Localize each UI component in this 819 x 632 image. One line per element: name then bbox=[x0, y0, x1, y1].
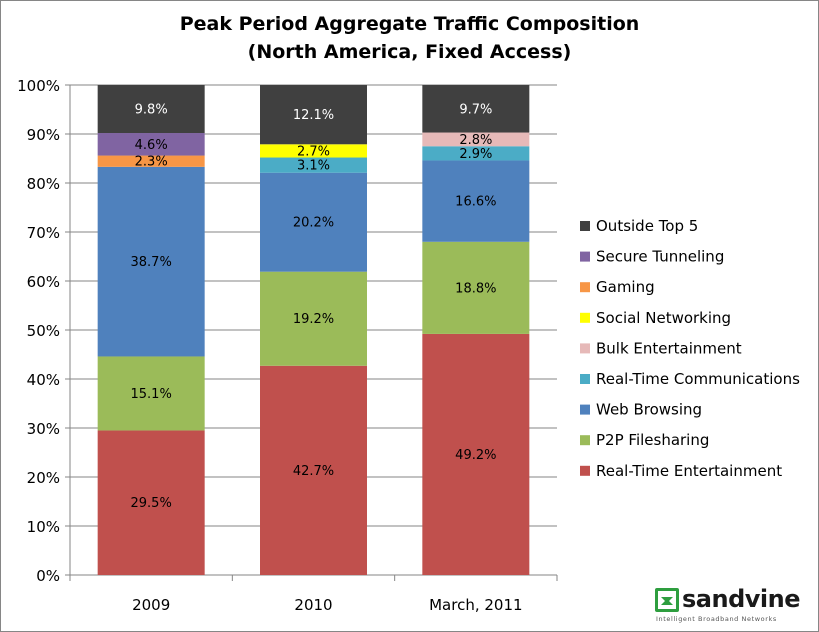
legend-label-gaming: Gaming bbox=[596, 278, 655, 296]
legend-label-secure-tunneling: Secure Tunneling bbox=[596, 248, 724, 266]
y-tick-label: 30% bbox=[27, 420, 60, 438]
bar-web-browsing-2010 bbox=[260, 172, 367, 272]
data-label: 38.7% bbox=[131, 255, 172, 270]
y-tick-label: 0% bbox=[36, 567, 60, 585]
y-tick-label: 90% bbox=[27, 126, 60, 144]
legend-swatch-gaming bbox=[580, 282, 590, 293]
legend-label-real-time-communications: Real-Time Communications bbox=[596, 370, 800, 388]
bar-gaming-2009 bbox=[97, 155, 205, 167]
bar-real-time-entertainment-march-2011 bbox=[422, 333, 530, 575]
data-label: 16.6% bbox=[455, 195, 496, 210]
data-label: 2.3% bbox=[135, 155, 168, 170]
legend-label-real-time-entertainment: Real-Time Entertainment bbox=[596, 462, 782, 480]
bar-real-time-communications-2010 bbox=[260, 157, 367, 173]
data-label: 9.7% bbox=[459, 102, 492, 117]
bar-p2p-filesharing-2010 bbox=[260, 271, 367, 366]
data-label: 42.7% bbox=[293, 464, 334, 479]
legend-swatch-p2p-filesharing bbox=[580, 435, 590, 446]
legend-swatch-real-time-entertainment bbox=[580, 465, 590, 476]
bar-bulk-entertainment-march-2011 bbox=[422, 132, 530, 147]
data-label: 4.6% bbox=[135, 138, 168, 153]
chart-subtitle: (North America, Fixed Access) bbox=[247, 41, 572, 63]
legend-swatch-secure-tunneling bbox=[580, 251, 590, 262]
data-label: 2.9% bbox=[459, 147, 492, 162]
legend-swatch-real-time-communications bbox=[580, 374, 590, 384]
data-label: 2.8% bbox=[459, 133, 492, 148]
data-label: 2.7% bbox=[297, 144, 330, 159]
bar-p2p-filesharing-2009 bbox=[97, 356, 205, 431]
legend-swatch-social-networking bbox=[580, 312, 590, 323]
y-tick-label: 60% bbox=[27, 273, 60, 291]
chart-title-block: Peak Period Aggregate Traffic Compositio… bbox=[0, 10, 819, 66]
y-tick-label: 80% bbox=[27, 175, 60, 193]
y-tick-label: 10% bbox=[27, 518, 60, 536]
bar-secure-tunneling-2009 bbox=[97, 133, 205, 156]
y-tick-label: 50% bbox=[27, 322, 60, 340]
bar-p2p-filesharing-march-2011 bbox=[422, 241, 530, 334]
x-tick-label: 2009 bbox=[132, 596, 170, 614]
legend-swatch-web-browsing bbox=[580, 404, 590, 415]
bar-web-browsing-2009 bbox=[97, 166, 205, 357]
logo-tagline: Intelligent Broadband Networks bbox=[656, 615, 777, 623]
bar-web-browsing-march-2011 bbox=[422, 160, 530, 242]
data-label: 15.1% bbox=[131, 387, 172, 402]
y-tick-label: 40% bbox=[27, 371, 60, 389]
bar-social-networking-2010 bbox=[260, 144, 367, 158]
legend-label-social-networking: Social Networking bbox=[596, 309, 731, 327]
y-tick-label: 100% bbox=[17, 77, 60, 95]
bar-real-time-communications-march-2011 bbox=[422, 146, 530, 161]
data-label: 3.1% bbox=[297, 159, 330, 174]
bar-outside-top-5-2009 bbox=[97, 85, 205, 134]
legend-label-p2p-filesharing: P2P Filesharing bbox=[596, 431, 709, 449]
data-label: 18.8% bbox=[455, 281, 496, 296]
logo-wordmark: sandvine bbox=[682, 585, 800, 613]
bar-outside-top-5-2010 bbox=[260, 85, 367, 145]
legend-label-web-browsing: Web Browsing bbox=[596, 401, 702, 419]
data-label: 19.2% bbox=[293, 312, 334, 327]
bar-outside-top-5-march-2011 bbox=[422, 85, 530, 133]
data-label: 20.2% bbox=[293, 216, 334, 231]
data-label: 49.2% bbox=[455, 448, 496, 463]
y-tick-label: 20% bbox=[27, 469, 60, 487]
sandvine-mark-icon bbox=[655, 588, 679, 612]
legend-label-bulk-entertainment: Bulk Entertainment bbox=[596, 339, 742, 357]
x-tick-label: March, 2011 bbox=[429, 596, 522, 614]
sandvine-logo: sandvine Intelligent Broadband Networks bbox=[655, 583, 815, 629]
x-tick-label: 2010 bbox=[294, 596, 332, 614]
y-tick-label: 70% bbox=[27, 224, 60, 242]
legend-label-outside-top-5: Outside Top 5 bbox=[596, 217, 698, 235]
data-label: 9.8% bbox=[135, 103, 168, 118]
chart-title: Peak Period Aggregate Traffic Compositio… bbox=[179, 13, 640, 35]
legend-swatch-outside-top-5 bbox=[580, 221, 590, 231]
data-label: 29.5% bbox=[131, 496, 172, 511]
data-label: 12.1% bbox=[293, 108, 334, 123]
legend-swatch-bulk-entertainment bbox=[580, 343, 590, 354]
bar-real-time-entertainment-2009 bbox=[97, 430, 205, 575]
bar-real-time-entertainment-2010 bbox=[260, 365, 367, 575]
